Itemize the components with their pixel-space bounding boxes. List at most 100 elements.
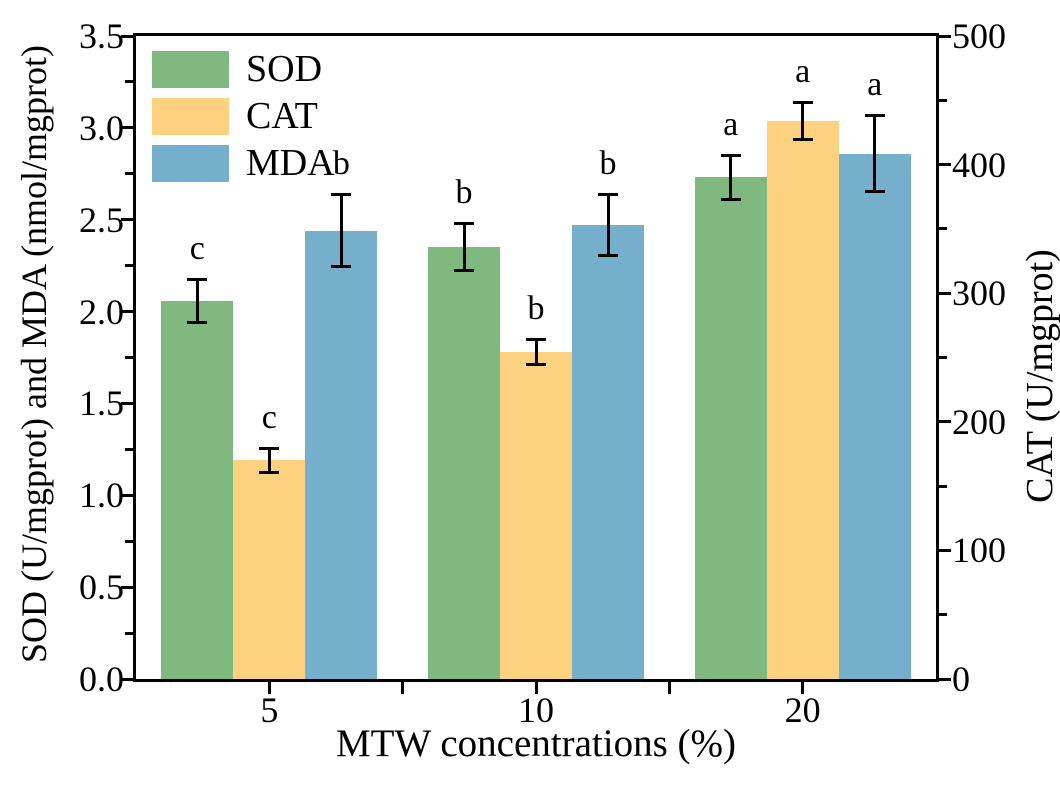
y-right-minor-tick (939, 484, 947, 488)
error-cap-bottom-CAT-20 (792, 138, 813, 142)
legend: SOD CAT MDA (152, 49, 335, 183)
y-left-major-tick (121, 126, 133, 130)
y-left-major-tick (121, 34, 133, 38)
y-left-tick-label: 2.0 (79, 291, 124, 332)
x-axis-title: MTW concentrations (%) (336, 722, 736, 765)
bar-CAT-20 (766, 120, 839, 679)
y-right-tick-label: 300 (952, 273, 1006, 314)
error-cap-top-SOD-10 (454, 222, 474, 226)
y-left-tick-label: 3.0 (79, 107, 124, 148)
x-tick-label: 10 (518, 690, 554, 730)
x-major-tick (801, 682, 805, 694)
error-bar-SOD-20 (729, 155, 733, 200)
y-right-tick-label: 100 (952, 530, 1006, 571)
x-boundary-tick (401, 682, 405, 694)
error-cap-top-SOD-20 (720, 154, 741, 158)
sig-letter-CAT-10: b (527, 290, 545, 328)
error-bar-SOD-10 (462, 223, 466, 272)
error-bar-CAT-20 (801, 101, 805, 141)
sig-letter-CAT-20: a (795, 52, 811, 90)
y-left-minor-tick (125, 356, 133, 359)
sig-letter-SOD-5: c (189, 229, 205, 267)
sig-letter-MDA-10: b (599, 144, 617, 182)
y-right-major-tick (939, 677, 951, 681)
y-left-minor-tick (125, 631, 133, 635)
bar-MDA-20 (838, 153, 911, 679)
error-bar-CAT-5 (267, 447, 271, 474)
sig-letter-MDA-20: a (867, 65, 883, 103)
x-tick-label: 20 (784, 690, 821, 730)
y-left-minor-tick (125, 447, 133, 451)
bar-CAT-10 (500, 352, 572, 679)
y-right-major-tick (939, 420, 951, 424)
y-right-minor-tick (939, 98, 947, 102)
y-left-tick-label: 2.5 (79, 199, 124, 240)
y-left-tick-label: 1.5 (79, 383, 124, 424)
y-right-major-tick (939, 163, 951, 167)
legend-swatch-MDA (152, 144, 229, 182)
legend-label-CAT: CAT (246, 95, 318, 137)
bar-SOD-10 (428, 247, 500, 679)
y-left-minor-tick (125, 172, 133, 176)
bar-SOD-20 (694, 177, 767, 679)
error-bar-SOD-5 (195, 278, 199, 323)
error-cap-bottom-SOD-10 (454, 269, 474, 273)
y-right-major-tick (939, 548, 951, 552)
y-left-major-tick (121, 493, 133, 497)
y-left-major-tick (121, 585, 133, 589)
x-major-tick (267, 682, 271, 694)
y-left-major-tick (121, 218, 133, 222)
y-right-tick-label: 400 (952, 144, 1006, 185)
y-right-major-tick (939, 34, 951, 38)
x-major-tick (534, 682, 538, 694)
legend-label-SOD: SOD (246, 48, 323, 90)
y-left-tick-label: 3.5 (79, 16, 124, 56)
bar-MDA-10 (572, 225, 644, 679)
y-left-major-tick (121, 401, 133, 405)
error-cap-top-SOD-5 (187, 277, 208, 281)
legend-item-CAT: CAT (152, 96, 335, 136)
y-left-tick-label: 0.0 (79, 659, 124, 699)
legend-swatch-CAT (152, 97, 229, 135)
error-cap-bottom-CAT-10 (526, 363, 546, 367)
y-left-major-tick (121, 677, 133, 681)
error-cap-top-CAT-5 (259, 446, 280, 450)
error-cap-top-MDA-5 (331, 192, 352, 196)
y-right-minor-tick (939, 613, 947, 617)
error-cap-top-CAT-20 (792, 100, 813, 104)
legend-swatch-SOD (152, 50, 229, 88)
sig-letter-MDA-5: b (332, 144, 350, 182)
x-tick-label: 5 (260, 690, 279, 730)
y-right-minor-tick (939, 356, 947, 359)
bar-SOD-5 (161, 300, 234, 679)
error-cap-bottom-CAT-5 (259, 471, 280, 475)
y-left-major-tick (121, 310, 133, 314)
y-right-minor-tick (939, 227, 947, 231)
legend-item-MDA: MDA (152, 143, 335, 183)
sig-letter-SOD-20: a (723, 106, 739, 144)
right-y-axis-title: CAT (U/mgprot) (1019, 249, 1060, 503)
y-left-minor-tick (125, 80, 133, 84)
error-cap-bottom-SOD-20 (720, 197, 741, 201)
sig-letter-CAT-5: c (261, 398, 277, 436)
legend-item-SOD: SOD (152, 49, 335, 89)
error-bar-MDA-20 (873, 114, 877, 193)
y-right-major-tick (939, 291, 951, 295)
y-left-minor-tick (125, 539, 133, 543)
y-right-tick-label: 0 (952, 659, 970, 699)
y-left-minor-tick (125, 264, 133, 268)
error-bar-CAT-10 (534, 339, 538, 366)
sig-letter-SOD-10: b (455, 174, 473, 212)
bar-MDA-5 (305, 230, 378, 679)
error-cap-top-MDA-20 (864, 113, 885, 117)
error-cap-bottom-MDA-5 (331, 265, 352, 269)
legend-label-MDA: MDA (246, 142, 335, 184)
y-right-tick-label: 200 (952, 401, 1006, 442)
error-cap-bottom-SOD-5 (187, 320, 208, 324)
error-bar-MDA-5 (339, 193, 343, 268)
y-left-tick-label: 1.0 (79, 475, 124, 516)
error-cap-bottom-MDA-20 (864, 190, 885, 194)
y-right-tick-label: 500 (952, 16, 1006, 56)
y-left-tick-label: 0.5 (79, 567, 124, 608)
